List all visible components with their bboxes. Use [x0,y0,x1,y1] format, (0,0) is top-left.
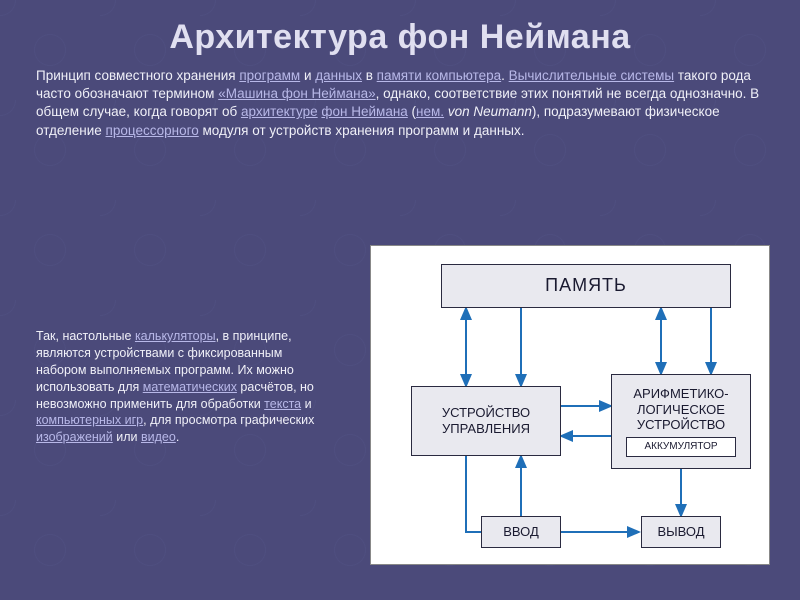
node-alu: АРИФМЕТИКО-ЛОГИЧЕСКОЕУСТРОЙСТВО АККУМУЛЯ… [611,374,751,469]
hyperlink[interactable]: калькуляторы [135,329,216,343]
hyperlink[interactable]: процессорного [106,123,199,138]
hyperlink[interactable]: «Машина фон Неймана» [218,86,375,101]
hyperlink[interactable]: компьютерных игр [36,413,143,427]
node-accumulator: АККУМУЛЯТОР [626,437,736,457]
hyperlink[interactable]: математических [143,380,237,394]
node-cu-label: УСТРОЙСТВОУПРАВЛЕНИЯ [442,405,530,436]
hyperlink[interactable]: текста [264,397,301,411]
node-alu-label: АРИФМЕТИКО-ЛОГИЧЕСКОЕУСТРОЙСТВО [633,386,728,433]
hyperlink[interactable]: видео [141,430,176,444]
hyperlink[interactable]: памяти компьютера [377,68,501,83]
hyperlink[interactable]: данных [315,68,362,83]
node-memory: ПАМЯТЬ [441,264,731,308]
slide-title: Архитектура фон Неймана [36,18,764,57]
node-output: ВЫВОД [641,516,721,548]
hyperlink[interactable]: изображений [36,430,113,444]
node-control-unit: УСТРОЙСТВОУПРАВЛЕНИЯ [411,386,561,456]
example-paragraph: Так, настольные калькуляторы, в принципе… [36,328,336,446]
slide: Архитектура фон Неймана Принцип совместн… [0,0,800,600]
node-input: ВВОД [481,516,561,548]
hyperlink[interactable]: нем. [416,104,444,119]
hyperlink[interactable]: архитектуре [241,104,318,119]
hyperlink[interactable]: Вычислительные системы [509,68,674,83]
hyperlink[interactable]: программ [239,68,300,83]
intro-paragraph: Принцип совместного хранения программ и … [36,67,764,140]
italic-text: von Neumann [448,104,532,119]
hyperlink[interactable]: фон Неймана [321,104,407,119]
von-neumann-diagram: ПАМЯТЬ УСТРОЙСТВОУПРАВЛЕНИЯ АРИФМЕТИКО-Л… [370,245,770,565]
